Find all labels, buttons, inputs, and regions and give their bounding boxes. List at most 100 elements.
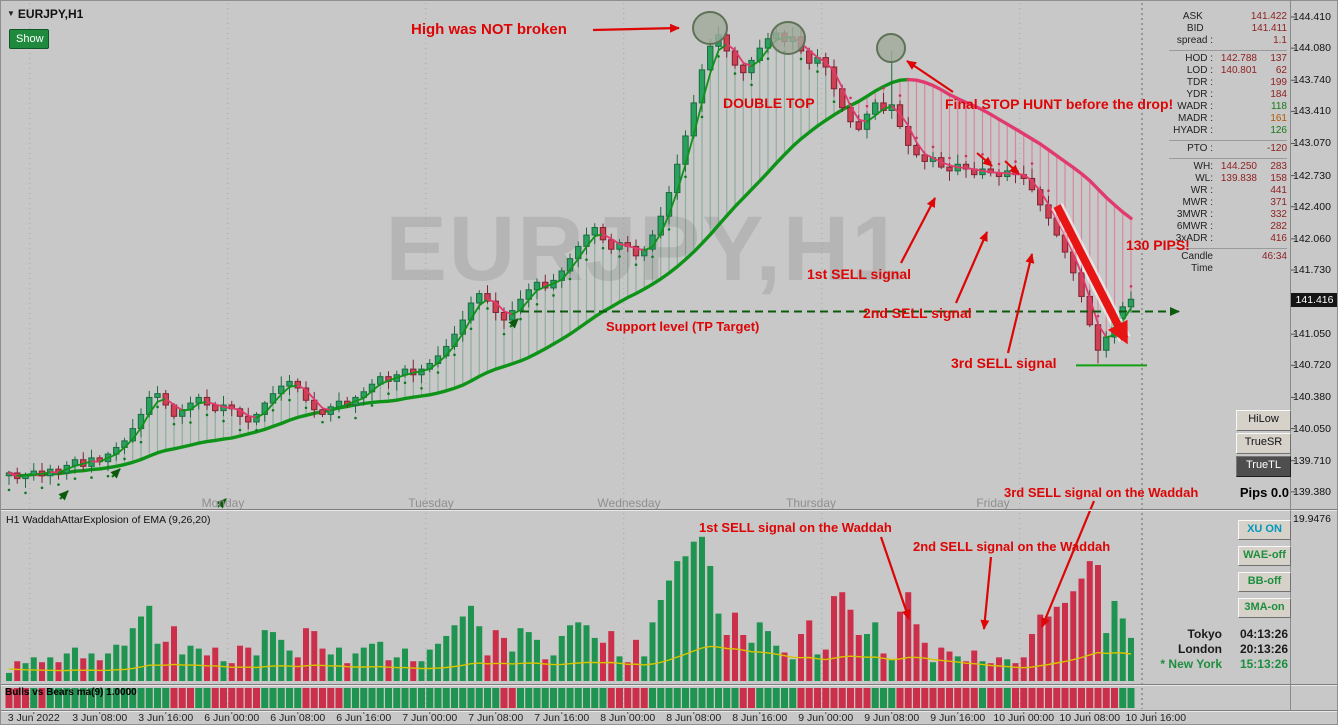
info-mid-value — [1203, 11, 1247, 23]
info-label: 3MWR : — [1176, 209, 1213, 220]
price-axis-label: 141.050 — [1293, 328, 1331, 341]
info-row: PTO : -120 — [1169, 143, 1287, 155]
indicator-button-xu-on[interactable]: XU ON — [1238, 520, 1291, 540]
indicator-panel-drawing — [5, 536, 1135, 708]
button-truesr[interactable]: TrueSR — [1236, 433, 1291, 454]
annotation-waddah-2: 2nd SELL signal on the Waddah — [913, 539, 1111, 554]
time-axis-label: 9 Jun 16:00 — [930, 712, 986, 724]
time-axis-label: 9 Jun 08:00 — [864, 712, 920, 724]
price-axis-label: 141.730 — [1293, 263, 1331, 276]
time-axis-label: 6 Jun 00:00 — [204, 712, 260, 724]
info-value: -120 — [1266, 143, 1287, 154]
info-row: BID 141.411 — [1169, 23, 1287, 35]
price-axis-label: 143.410 — [1293, 105, 1331, 118]
price-axis-label: 143.740 — [1293, 74, 1331, 87]
info-label: 3xADR : — [1175, 233, 1213, 244]
info-mid-value: 140.801 — [1220, 65, 1257, 76]
info-label: WH: — [1193, 161, 1213, 172]
info-mid-value — [1213, 89, 1257, 101]
info-mid-value — [1213, 185, 1257, 197]
indicator-button-3ma-on[interactable]: 3MA-on — [1238, 598, 1291, 618]
info-row: 3xADR : 416 — [1169, 233, 1287, 245]
info-row: YDR : 184 — [1169, 89, 1287, 101]
weekday-label: Friday — [976, 496, 1010, 510]
pips-label: Pips 0.0 — [1239, 485, 1289, 500]
info-row: WH: 144.250 283 — [1169, 161, 1287, 173]
info-row: WL: 139.838 158 — [1169, 173, 1287, 185]
info-value: 141.411 — [1251, 23, 1287, 34]
clock-city: * New York — [1160, 657, 1222, 671]
button-hilow[interactable]: HiLow — [1236, 410, 1291, 431]
info-label: TDR : — [1186, 77, 1213, 88]
time-axis-label: 7 Jun 00:00 — [402, 712, 458, 724]
time-axis[interactable]: 3 Jun 2022 3 Jun 08:00 3 Jun 16:00 6 Jun 00… — [1, 712, 1337, 724]
symbol-label[interactable]: ▼ EURJPY,H1 — [7, 7, 83, 21]
axis-separator — [1, 710, 1337, 712]
indicator-title: H1 WaddahAttarExplosion of EMA (9,26,20) — [6, 514, 211, 526]
info-value: 118 — [1271, 101, 1287, 112]
info-value: 371 — [1270, 197, 1287, 208]
info-mid-value — [1213, 221, 1257, 233]
clock-row: Tokyo 04:13:26 — [1141, 627, 1288, 642]
info-mid-value — [1213, 197, 1257, 209]
indicator-scale-max: 19.9476 — [1293, 513, 1331, 525]
info-label: LOD : — [1186, 65, 1213, 76]
info-value: 199 — [1270, 77, 1287, 88]
info-row: TDR : 199 — [1169, 77, 1287, 89]
panel-separator[interactable] — [1, 509, 1337, 511]
weekday-label: Tuesday — [408, 496, 454, 510]
info-separator — [1169, 248, 1287, 249]
time-axis-label: 3 Jun 08:00 — [72, 712, 128, 724]
info-mid-value — [1213, 143, 1257, 155]
time-axis-label: 10 Jun 16:00 — [1125, 712, 1187, 724]
weekday-label: Thursday — [785, 496, 837, 510]
info-value: 416 — [1270, 233, 1287, 244]
info-mid-value — [1213, 101, 1257, 113]
time-axis-label: 3 Jun 2022 — [7, 712, 60, 724]
annotation-sell-2: 2nd SELL signal — [863, 305, 972, 321]
info-mid-value: 142.788 — [1220, 53, 1257, 64]
info-label: MADR : — [1178, 113, 1213, 124]
info-row: Candle Time 46:34 — [1169, 251, 1287, 275]
annotation-stop-hunt: Final STOP HUNT before the drop! — [945, 96, 1174, 112]
annotation-double-top: DOUBLE TOP — [723, 95, 815, 111]
info-value: 126 — [1270, 125, 1287, 136]
show-button[interactable]: Show — [9, 29, 49, 49]
annotation-sell-1: 1st SELL signal — [807, 266, 911, 282]
price-axis[interactable]: 144.410 144.080 143.740 143.410 143.070 142.7… — [1293, 1, 1337, 711]
price-axis-label: 143.070 — [1293, 137, 1331, 150]
price-axis-label: 139.380 — [1293, 485, 1331, 498]
bulls-bears-label: Bulls vs Bears ma(9) 1.0000 — [5, 687, 137, 698]
time-axis-label: 6 Jun 08:00 — [270, 712, 326, 724]
info-label: HOD : — [1185, 53, 1213, 64]
info-mid-value: 144.250 — [1220, 161, 1257, 172]
info-row: 6MWR : 282 — [1169, 221, 1287, 233]
time-axis-label: 8 Jun 08:00 — [666, 712, 722, 724]
info-value: 62 — [1275, 65, 1287, 76]
info-row: spread : 1.1 — [1169, 35, 1287, 47]
info-row: LOD : 140.801 62 — [1169, 65, 1287, 77]
clock-row: * New York 15:13:26 — [1141, 657, 1288, 672]
info-value: 161 — [1270, 113, 1287, 124]
indicator-button-bb-off[interactable]: BB-off — [1238, 572, 1291, 592]
price-axis-label: 142.060 — [1293, 232, 1331, 245]
info-label: WADR : — [1177, 101, 1213, 112]
info-mid-value — [1213, 113, 1257, 125]
info-value: 141.422 — [1250, 11, 1287, 22]
time-axis-label: 8 Jun 00:00 — [600, 712, 656, 724]
weekday-label: Wednesday — [597, 496, 661, 510]
indicator-button-wae-off[interactable]: WAE-off — [1238, 546, 1291, 566]
info-mid-value — [1213, 125, 1257, 137]
price-axis-label: 142.730 — [1293, 169, 1331, 182]
button-truetl[interactable]: TrueTL — [1236, 456, 1291, 477]
panel-separator[interactable] — [1, 684, 1337, 686]
info-value: 46:34 — [1261, 251, 1287, 262]
market-info-panel: ASK 141.422 BID 141.411 spread : 1.1 HOD : 142.… — [1169, 11, 1287, 275]
annotation-support-level: Support level (TP Target) — [606, 319, 760, 334]
info-separator — [1169, 158, 1287, 159]
time-axis-label: 10 Jun 08:00 — [1059, 712, 1121, 724]
clock-time: 15:13:26 — [1239, 657, 1288, 671]
info-label: ASK — [1182, 11, 1203, 22]
